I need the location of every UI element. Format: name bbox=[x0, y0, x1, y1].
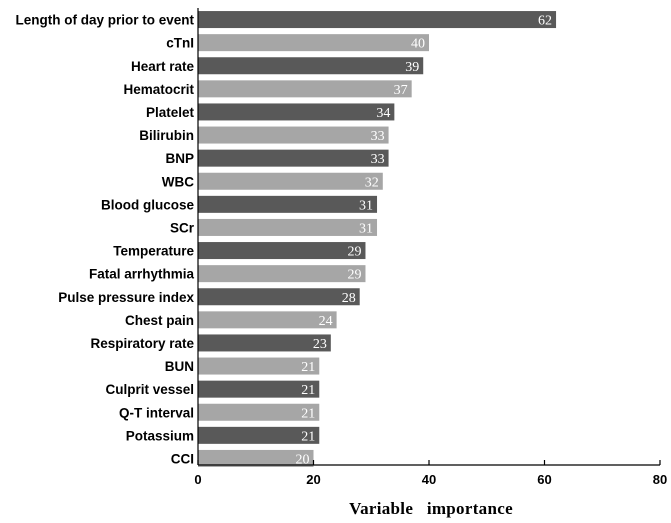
bar-value-label: 62 bbox=[538, 14, 552, 29]
bar-value-label: 40 bbox=[411, 37, 425, 52]
bar bbox=[198, 149, 389, 167]
bar-value-label: 39 bbox=[405, 60, 419, 75]
bar bbox=[198, 80, 412, 98]
category-label: Culprit vessel bbox=[105, 382, 194, 397]
category-label: Fatal arrhythmia bbox=[89, 267, 195, 282]
x-tick-label: 80 bbox=[653, 472, 667, 487]
x-tick-label: 0 bbox=[194, 472, 201, 487]
bar bbox=[198, 34, 429, 52]
bars-group: 62 40 39 37 34 33 33 32 31 31 29 29 28 24 23 21 21 21 21 20 bbox=[198, 11, 557, 467]
category-labels: Length of day prior to event cTnI Heart ra… bbox=[15, 13, 194, 467]
bar-value-label: 28 bbox=[342, 291, 356, 306]
bar bbox=[198, 103, 395, 121]
category-label: Bilirubin bbox=[139, 128, 194, 143]
bar-value-label: 23 bbox=[313, 337, 327, 352]
category-label: BUN bbox=[165, 359, 194, 374]
bar-value-label: 21 bbox=[301, 429, 315, 444]
category-label: Platelet bbox=[146, 105, 195, 120]
bar bbox=[198, 449, 314, 467]
bar-value-label: 29 bbox=[347, 268, 361, 283]
bar-value-label: 24 bbox=[319, 314, 333, 329]
bar-value-label: 29 bbox=[347, 245, 361, 260]
bar-value-label: 34 bbox=[376, 106, 390, 121]
bar bbox=[198, 357, 320, 375]
bar-value-label: 31 bbox=[359, 221, 373, 236]
category-label: Temperature bbox=[113, 244, 194, 259]
category-label: cTnI bbox=[166, 36, 194, 51]
category-label: Length of day prior to event bbox=[15, 13, 194, 28]
category-label: WBC bbox=[162, 174, 194, 189]
bar bbox=[198, 172, 383, 190]
bar bbox=[198, 218, 378, 236]
category-label: SCr bbox=[170, 220, 195, 235]
bar-value-label: 33 bbox=[371, 129, 385, 144]
bar bbox=[198, 126, 389, 144]
bar bbox=[198, 403, 320, 421]
bar bbox=[198, 288, 360, 306]
bar-value-label: 21 bbox=[301, 406, 315, 421]
x-tick-label: 60 bbox=[537, 472, 551, 487]
category-label: Blood glucose bbox=[101, 197, 194, 212]
category-label: Pulse pressure index bbox=[58, 290, 194, 305]
bar-value-label: 32 bbox=[365, 175, 379, 190]
bar-value-label: 31 bbox=[359, 198, 373, 213]
category-label: BNP bbox=[165, 151, 194, 166]
bar-value-label: 37 bbox=[394, 83, 408, 98]
bar bbox=[198, 195, 378, 213]
category-label: Chest pain bbox=[125, 313, 194, 328]
category-label: Hematocrit bbox=[123, 82, 194, 97]
x-tick-label: 20 bbox=[306, 472, 320, 487]
bar-value-label: 21 bbox=[301, 360, 315, 375]
category-label: Q-T interval bbox=[119, 405, 194, 420]
bar-value-label: 20 bbox=[296, 452, 310, 467]
x-axis-title: Variable importance bbox=[349, 499, 513, 518]
bar bbox=[198, 57, 424, 75]
x-tick-label: 40 bbox=[422, 472, 436, 487]
bar-value-label: 33 bbox=[371, 152, 385, 167]
bar-value-label: 21 bbox=[301, 383, 315, 398]
bar bbox=[198, 242, 366, 260]
category-label: Respiratory rate bbox=[90, 336, 194, 351]
bar bbox=[198, 426, 320, 444]
bar bbox=[198, 265, 366, 283]
bar bbox=[198, 334, 331, 352]
category-label: CCI bbox=[171, 451, 194, 466]
bar bbox=[198, 11, 557, 29]
bar bbox=[198, 380, 320, 398]
category-label: Heart rate bbox=[131, 59, 195, 74]
category-label: Potassium bbox=[126, 428, 194, 443]
bar bbox=[198, 311, 337, 329]
x-axis-ticks: 0 20 40 60 80 bbox=[194, 8, 667, 487]
